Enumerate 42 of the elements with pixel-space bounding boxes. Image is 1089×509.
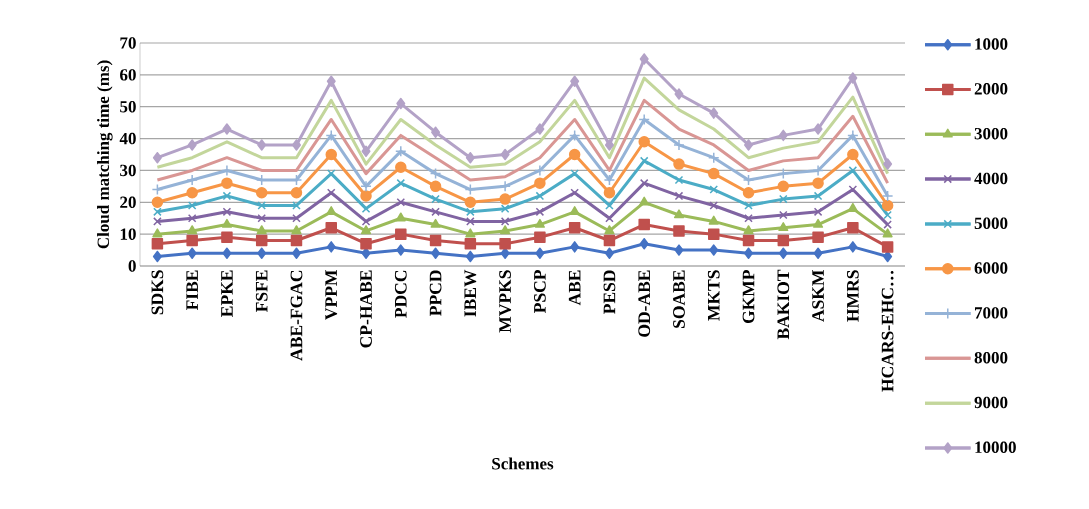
legend-label: 1000 bbox=[975, 38, 1008, 50]
x-tick-label: EPKE bbox=[221, 270, 233, 317]
x-tick-label: HMRS bbox=[846, 270, 859, 322]
y-tick-label: 0 bbox=[128, 260, 136, 272]
legend-label: 6000 bbox=[974, 262, 1008, 274]
x-tick-label: OD-ABE bbox=[638, 270, 651, 337]
legend-label: 4000 bbox=[974, 172, 1008, 185]
y-tick-label: 40 bbox=[119, 132, 136, 145]
x-tick-label: GKMP bbox=[742, 270, 755, 324]
x-tick-label: IBEW bbox=[464, 269, 477, 317]
y-axis-title: Cloud matching time (ms) bbox=[97, 60, 113, 249]
x-tick-label: MKTS bbox=[707, 270, 720, 321]
legend-label: 3000 bbox=[974, 127, 1008, 140]
x-tick-label: PESD bbox=[603, 270, 616, 314]
x-tick-label: PSCP bbox=[534, 270, 546, 313]
y-tick-label: 50 bbox=[120, 100, 136, 113]
legend-label: 9000 bbox=[974, 396, 1008, 409]
y-tick-label: 30 bbox=[120, 164, 136, 177]
y-tick-label: 10 bbox=[120, 228, 136, 240]
y-tick-label: 60 bbox=[120, 69, 136, 81]
y-tick-label: 20 bbox=[120, 196, 136, 209]
x-axis-title: Schemes bbox=[492, 457, 554, 470]
x-tick-label: PDCC bbox=[394, 270, 407, 318]
x-tick-label: MVPKS bbox=[499, 270, 512, 333]
x-tick-label: BAKIOT bbox=[777, 269, 790, 340]
legend-label: 2000 bbox=[974, 83, 1008, 95]
x-tick-label: ABE-FGAC bbox=[290, 270, 303, 361]
y-tick-label: 70 bbox=[120, 37, 136, 49]
legend-label: 10000 bbox=[975, 441, 1016, 454]
x-tick-label: SDKS bbox=[151, 270, 164, 315]
legend-label: 7000 bbox=[975, 307, 1008, 319]
x-tick-label: FIBE bbox=[186, 270, 198, 311]
x-tick-label: VPPM bbox=[325, 270, 338, 320]
legend-label: 8000 bbox=[974, 351, 1008, 364]
x-tick-label: PPCD bbox=[429, 270, 442, 316]
x-tick-label: SOABE bbox=[673, 270, 685, 328]
x-tick-label: CP-HABE bbox=[360, 270, 372, 348]
x-tick-label: ABE bbox=[568, 270, 581, 306]
x-tick-label: HCARS-EHC… bbox=[881, 270, 894, 392]
legend-label: 5000 bbox=[974, 217, 1008, 229]
x-tick-label: ASKM bbox=[812, 270, 824, 322]
x-tick-label: FSFE bbox=[255, 270, 268, 313]
